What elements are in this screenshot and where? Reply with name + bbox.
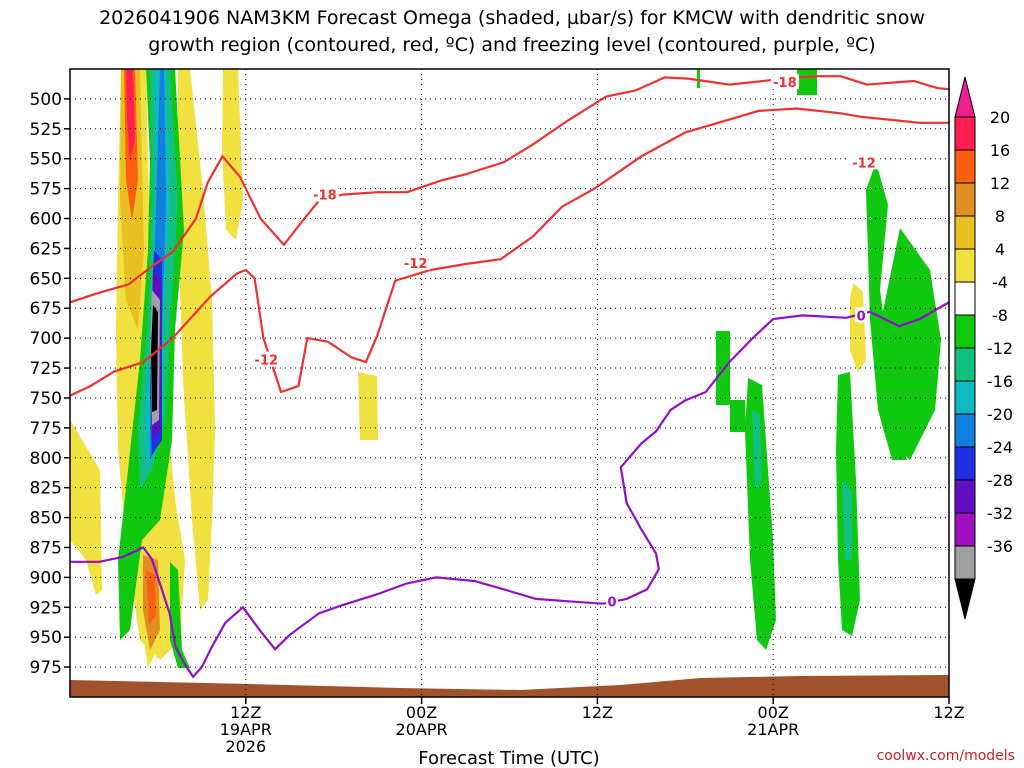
y-tick-label: 525 [30,120,62,140]
chart-title-line2: growth region (contoured, red, ºC) and f… [148,34,875,56]
colorbar-label: 12 [990,174,1010,193]
contour-label-bg [770,74,799,90]
contour-label-bg [850,154,879,170]
contour-labels: -18 -12 -12 -18 -12 0 0 [252,74,879,610]
x-axis-label: Forecast Time (UTC) [418,748,599,768]
colorbar-top-cap [954,76,976,118]
colorbar-label: -20 [987,405,1013,424]
contour-label: -12 [852,156,876,171]
credit-label: coolwx.com/models [877,748,1015,764]
x-tick-label: 00Z [406,703,437,722]
colorbar-swatch [954,182,976,217]
colorbar-label: 20 [990,108,1010,127]
x-tick-label: 12Z [933,703,964,722]
colorbar-label: -12 [987,339,1013,358]
y-tick-label: 600 [30,210,62,230]
y-tick-label: 825 [30,479,62,499]
contours [70,75,949,679]
colorbar-swatch [954,446,976,481]
colorbar-swatch [954,413,976,448]
contour-label-bg [252,351,281,367]
y-tick-label: 550 [30,150,62,170]
x-tick-label: 00Z [758,703,789,722]
y-tick-label: 900 [30,568,62,588]
contour-label-bg [401,254,430,270]
colorbar-label: -32 [987,504,1013,523]
colorbar-label: -28 [987,471,1013,490]
colorbar-swatch [954,512,976,547]
colorbar-swatch [954,248,976,283]
contour-label: -18 [773,76,797,91]
y-tick-label: 625 [30,239,62,259]
colorbar-label: 8 [995,207,1005,226]
colorbar-swatch [954,281,976,316]
y-tick-label: 700 [30,329,62,349]
y-tick-label: 800 [30,449,62,469]
contour-label-bg [855,307,868,323]
y-tick-label: 850 [30,509,62,529]
contour-label: -12 [404,257,428,272]
contour-line-1 [70,107,949,397]
contour-label-bg [310,186,339,202]
colorbar-swatch [954,215,976,250]
terrain [70,675,949,697]
colorbar-label: -24 [987,438,1013,457]
y-tick-label: 925 [30,598,62,618]
colorbar-label: 4 [995,240,1005,259]
x-tick-label: 12Z [582,703,613,722]
colorbar-swatch [954,347,976,382]
colorbar-swatch [954,479,976,514]
contour-label-bg [606,593,619,609]
contour-line-2 [70,301,949,679]
colorbar-swatch [954,149,976,184]
colorbar-label: -16 [987,372,1013,391]
chart-title-line1: 2026041906 NAM3KM Forecast Omega (shaded… [99,7,925,29]
colorbar-label: 16 [990,141,1010,160]
contour-label: 0 [608,595,617,610]
y-tick-label: 650 [30,269,62,289]
y-tick-label: 675 [30,299,62,319]
y-tick-label: 725 [30,359,62,379]
plot-frame [69,68,950,698]
x-tick-label: 21APR [747,720,799,739]
colorbar-bottom-cap [954,578,976,620]
colorbar: 20 16 12 8 4 -4 -8 -12 -16 -20 -24 -28 -32 -36 [954,76,1013,620]
contour-label: 0 [857,309,866,324]
colorbar-swatch [954,314,976,349]
colorbar-swatch [954,545,976,580]
y-tick-label: 875 [30,538,62,558]
y-tick-label: 500 [30,90,62,110]
plot-background [70,69,949,697]
y-tick-label: 750 [30,389,62,409]
colorbar-label: -36 [987,537,1013,556]
contour-line-0 [70,75,949,304]
x-tick-label: 2026 [225,737,266,756]
contour-label: -12 [255,354,279,369]
contour-label: -18 [313,189,337,204]
y-tick-label: 575 [30,180,62,200]
y-tick-label: 950 [30,628,62,648]
x-tick-label: 20APR [396,720,448,739]
x-tick-label: 19APR [220,720,272,739]
y-tick-label: 975 [30,658,62,678]
y-axis: 500 525 550 575 600 625 650 675 700 725 750 775 800 8… [30,90,70,678]
x-tick-label: 12Z [230,703,261,722]
colorbar-swatch [954,380,976,415]
y-tick-label: 775 [30,419,62,439]
colorbar-label: -4 [992,273,1008,292]
colorbar-swatch [954,116,976,151]
colorbar-label: -8 [992,306,1008,325]
